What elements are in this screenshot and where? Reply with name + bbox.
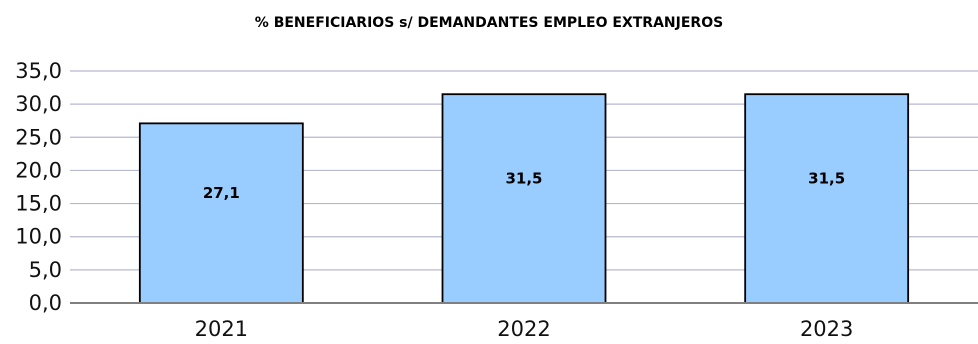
y-tick-label: 35,0 — [15, 59, 62, 83]
bar-2021 — [138, 122, 304, 304]
x-tick-label-2023: 2023 — [800, 317, 853, 341]
bars — [138, 93, 910, 304]
y-tick-label: 0,0 — [29, 291, 62, 315]
y-tick-label: 30,0 — [15, 92, 62, 116]
y-tick-label: 10,0 — [15, 225, 62, 249]
y-tick-label: 5,0 — [29, 258, 62, 282]
data-label-2023: 31,5 — [808, 170, 845, 188]
data-labels: 27,1 31,5 31,5 — [203, 170, 845, 203]
bar-2023 — [744, 93, 910, 304]
bar-2022 — [441, 93, 607, 304]
x-tick-label-2021: 2021 — [195, 317, 248, 341]
chart-title: % BENEFICIARIOS s/ DEMANDANTES EMPLEO EX… — [255, 15, 723, 31]
y-tick-label: 25,0 — [15, 125, 62, 149]
data-label-2022: 31,5 — [505, 170, 542, 188]
x-tick-label-2022: 2022 — [497, 317, 550, 341]
y-tick-label: 15,0 — [15, 192, 62, 216]
x-axis-tick-labels: 2021 2022 2023 — [195, 317, 854, 341]
y-axis-tick-labels: 0,0 5,0 10,0 15,0 20,0 25,0 30,0 35,0 — [15, 59, 62, 315]
data-label-2021: 27,1 — [203, 184, 240, 202]
y-tick-label: 20,0 — [15, 158, 62, 182]
